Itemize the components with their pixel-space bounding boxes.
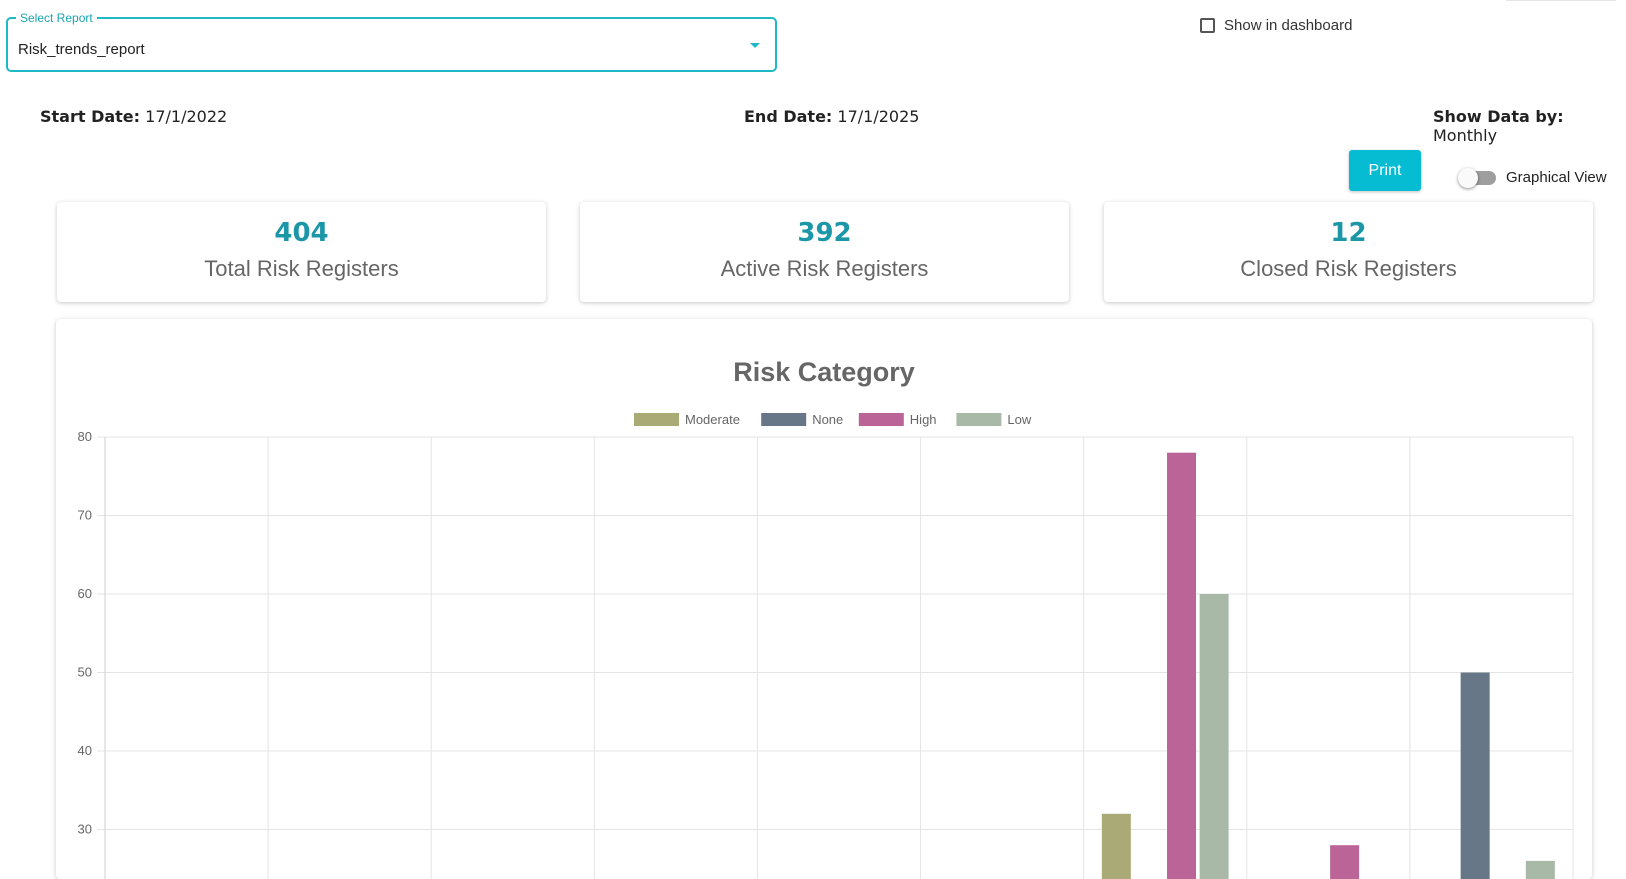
y-tick-label: 70 — [78, 508, 92, 523]
graphical-view-label: Graphical View — [1506, 169, 1607, 186]
bar-moderate — [1102, 814, 1131, 879]
legend-swatch-moderate — [634, 413, 679, 426]
stat-value: 404 — [57, 218, 546, 248]
bar-none — [1461, 673, 1490, 879]
toggle-knob[interactable] — [1458, 168, 1478, 188]
legend-label-low: Low — [1007, 412, 1031, 427]
bar-high — [1330, 845, 1359, 879]
legend-swatch-high — [859, 413, 904, 426]
y-tick-label: 60 — [78, 586, 92, 601]
start-date: Start Date: 17/1/2022 — [40, 107, 227, 126]
risk-category-chart: Risk Category Moderate None High Low 80 70 60 50… — [56, 319, 1592, 879]
stat-label: Active Risk Registers — [580, 256, 1069, 282]
y-tick-label: 50 — [78, 665, 92, 680]
stat-label: Total Risk Registers — [57, 256, 546, 282]
legend-label-none: None — [812, 412, 843, 427]
bar-high — [1167, 453, 1196, 879]
report-select[interactable]: Select Report Risk_trends_report — [6, 17, 777, 72]
stat-label: Closed Risk Registers — [1104, 256, 1593, 282]
end-date: End Date: 17/1/2025 — [744, 107, 919, 126]
legend-swatch-none — [761, 413, 806, 426]
show-in-dashboard-checkbox[interactable]: Show in dashboard — [1200, 17, 1352, 34]
legend-label-high: High — [910, 412, 937, 427]
report-select-label: Select Report — [16, 11, 97, 25]
checkbox-icon[interactable] — [1200, 18, 1215, 33]
stat-card-active: 392 Active Risk Registers — [580, 202, 1069, 302]
stat-card-total: 404 Total Risk Registers — [57, 202, 546, 302]
show-data-by-label: Show Data by: — [1433, 107, 1564, 126]
print-button[interactable]: Print — [1349, 150, 1421, 191]
start-date-label: Start Date: — [40, 107, 140, 126]
risk-category-chart-card: Risk Category Moderate None High Low 80 70 60 50… — [56, 319, 1592, 879]
show-data-by-value: Monthly — [1433, 126, 1497, 145]
show-in-dashboard-label: Show in dashboard — [1224, 17, 1352, 34]
legend-swatch-low — [956, 413, 1001, 426]
end-date-label: End Date: — [744, 107, 832, 126]
stat-value: 12 — [1104, 218, 1593, 248]
end-date-value: 17/1/2025 — [837, 107, 919, 126]
bar-low — [1200, 594, 1229, 879]
divider — [1506, 0, 1616, 1]
report-select-value: Risk_trends_report — [18, 41, 145, 58]
stat-value: 392 — [580, 218, 1069, 248]
legend-label-moderate: Moderate — [685, 412, 740, 427]
y-tick-label: 40 — [78, 743, 92, 758]
start-date-value: 17/1/2022 — [145, 107, 227, 126]
chevron-down-icon[interactable] — [750, 43, 760, 48]
stat-card-closed: 12 Closed Risk Registers — [1104, 202, 1593, 302]
y-tick-label: 80 — [78, 429, 92, 444]
y-tick-label: 30 — [78, 822, 92, 837]
graphical-view-toggle[interactable] — [1458, 168, 1496, 188]
show-data-by: Show Data by: Monthly — [1433, 107, 1626, 145]
chart-title: Risk Category — [733, 357, 915, 387]
bar-low — [1526, 861, 1555, 879]
